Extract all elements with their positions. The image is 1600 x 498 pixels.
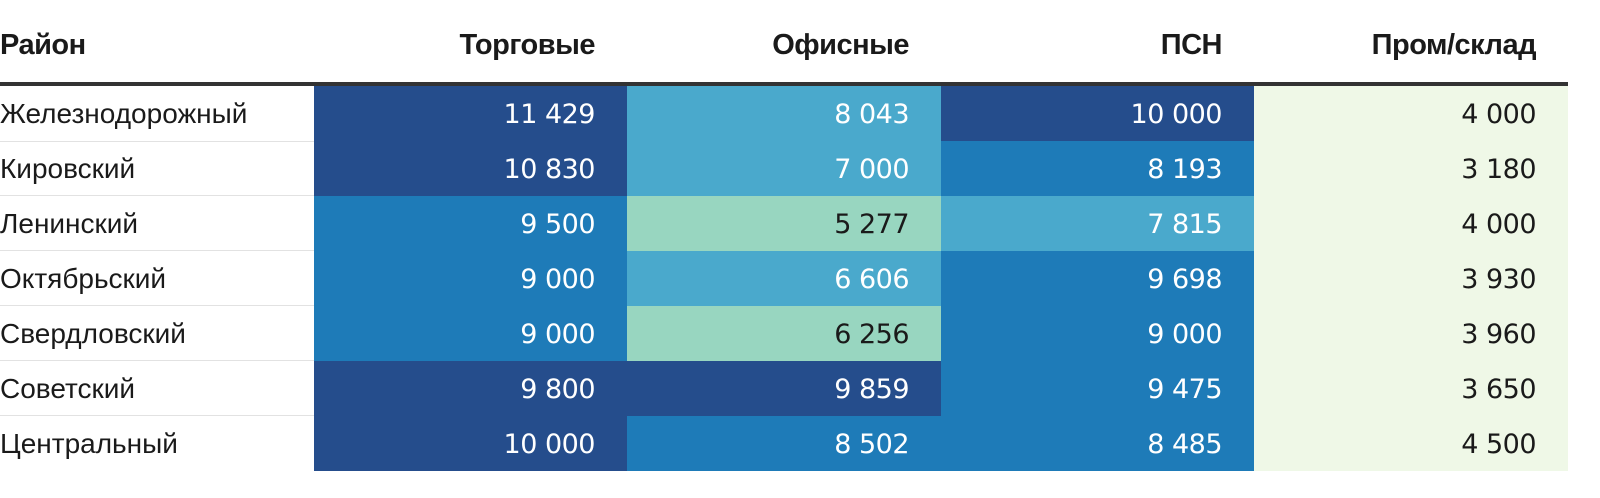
heatmap-cell: 7 000 <box>627 141 941 196</box>
column-header-industrial: Пром/склад <box>1371 29 1537 61</box>
column-header-office: Офисные <box>772 29 909 61</box>
heatmap-cell: 3 960 <box>1254 306 1568 361</box>
heatmap-cell: 4 000 <box>1254 196 1568 251</box>
table-row: Свердловский 9 000 6 256 9 000 3 960 <box>0 306 1568 361</box>
heatmap-cell: 11 429 <box>314 86 627 142</box>
heatmap-cell: 9 000 <box>941 306 1254 361</box>
table-row: Кировский 10 830 7 000 8 193 3 180 <box>0 141 1568 196</box>
heatmap-cell: 9 859 <box>627 361 941 416</box>
heatmap-cell: 9 800 <box>314 361 627 416</box>
heatmap-cell: 9 475 <box>941 361 1254 416</box>
heatmap-cell: 10 000 <box>314 416 627 471</box>
heatmap-cell: 7 815 <box>941 196 1254 251</box>
row-label: Советский <box>0 361 314 416</box>
table-body: Железнодорожный 11 429 8 043 10 000 4 000 Кир… <box>0 86 1568 471</box>
column-header-psn: ПСН <box>1160 29 1223 61</box>
heatmap-cell: 4 000 <box>1254 86 1568 142</box>
heatmap-cell: 5 277 <box>627 196 941 251</box>
table-row: Центральный 10 000 8 502 8 485 4 500 <box>0 416 1568 471</box>
heatmap-cell: 8 485 <box>941 416 1254 471</box>
heatmap-cell: 6 606 <box>627 251 941 306</box>
heatmap-cell: 3 930 <box>1254 251 1568 306</box>
heatmap-cell: 4 500 <box>1254 416 1568 471</box>
heatmap-table: Район Торговые Офисные ПСН Пром/склад Же… <box>0 0 1568 471</box>
column-header-district: Район <box>0 29 86 61</box>
table-row: Советский 9 800 9 859 9 475 3 650 <box>0 361 1568 416</box>
table-header: Район Торговые Офисные ПСН Пром/склад <box>0 0 1568 86</box>
row-label: Центральный <box>0 428 178 459</box>
heatmap-cell: 8 193 <box>941 141 1254 196</box>
table-row: Октябрьский 9 000 6 606 9 698 3 930 <box>0 251 1568 306</box>
heatmap-cell: 8 043 <box>627 86 941 142</box>
row-label: Железнодорожный <box>0 86 314 142</box>
table-row: Железнодорожный 11 429 8 043 10 000 4 000 <box>0 86 1568 142</box>
table-row: Ленинский 9 500 5 277 7 815 4 000 <box>0 196 1568 251</box>
heatmap-cell: 8 502 <box>627 416 941 471</box>
row-label: Свердловский <box>0 306 314 361</box>
heatmap-cell: 10 000 <box>941 86 1254 142</box>
heatmap-cell: 3 650 <box>1254 361 1568 416</box>
heatmap-cell: 9 000 <box>314 251 627 306</box>
heatmap-cell: 10 830 <box>314 141 627 196</box>
row-label: Ленинский <box>0 196 314 251</box>
column-header-retail: Торговые <box>459 29 596 61</box>
heatmap-cell: 9 000 <box>314 306 627 361</box>
heatmap-cell: 9 698 <box>941 251 1254 306</box>
row-label: Октябрьский <box>0 251 314 306</box>
heatmap-cell: 9 500 <box>314 196 627 251</box>
heatmap-cell: 6 256 <box>627 306 941 361</box>
row-label: Кировский <box>0 141 314 196</box>
heatmap-cell: 3 180 <box>1254 141 1568 196</box>
